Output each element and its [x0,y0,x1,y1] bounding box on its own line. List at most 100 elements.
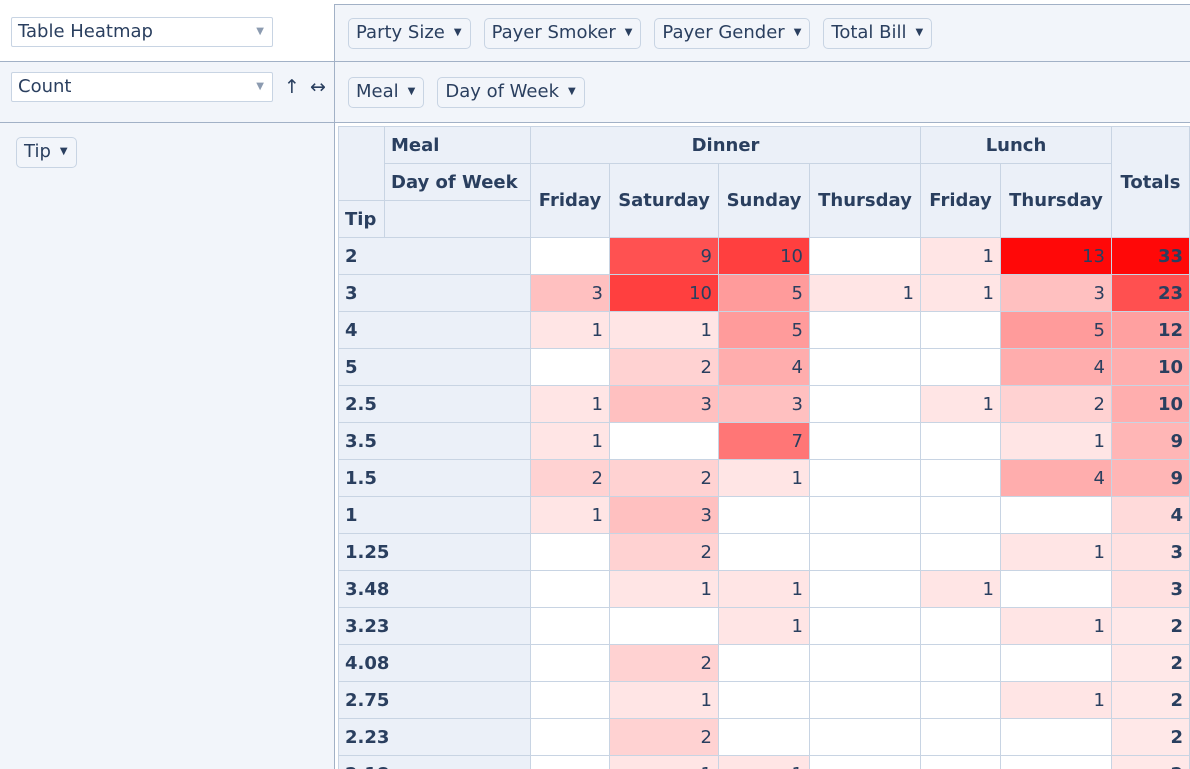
table-cell: 3 [1000,274,1112,312]
row-attributes-area: Tip ▼ [0,122,335,769]
table-cell: 3 [718,385,810,423]
caret-down-icon[interactable]: ▼ [568,86,576,97]
col-attr-label-day-of-week: Day of Week [384,163,531,201]
caret-down-icon[interactable]: ▼ [453,27,462,38]
row-key: 1.25 [338,533,531,571]
caret-down-icon[interactable]: ▼ [407,86,416,97]
table-cell [718,644,810,682]
row-total-cell: 2 [1111,755,1190,769]
attribute-pill-label: Payer Gender [662,22,785,43]
row-total-cell: 33 [1111,237,1190,275]
totals-column-header: Totals [1111,126,1190,238]
table-cell: 1 [530,422,610,460]
table-cell [1000,570,1112,608]
table-cell [1000,718,1112,756]
table-cell [1000,755,1112,769]
table-row: 4.08 2 2 [338,644,1190,682]
table-cell [609,422,719,460]
row-key: 4.08 [338,644,531,682]
table-cell: 2 [530,459,610,497]
col-key-dinner: Dinner [530,126,921,164]
row-attributes-list: Tip ▼ [16,137,90,168]
row-key: 4 [338,311,531,349]
table-cell [920,718,1001,756]
table-cell [920,755,1001,769]
header-row-day: Day of Week Friday Saturday Sunday Thursday F… [339,163,1190,238]
attribute-pill-label: Total Bill [831,22,907,43]
col-key-saturday: Saturday [609,163,719,238]
column-attributes-list: Meal ▼ Day of Week ▼ [348,77,598,108]
table-cell [809,496,921,534]
table-cell [1000,496,1112,534]
table-cell [718,681,810,719]
chevron-down-icon: ▼ [256,26,264,37]
table-cell: 4 [1000,348,1112,386]
table-row: 2 9 10 1 13 33 [338,237,1190,275]
attribute-pill-label: Party Size [356,22,445,43]
table-cell [920,348,1001,386]
renderer-select[interactable]: Table Heatmap ▼ [11,17,273,47]
table-cell: 7 [718,422,810,460]
table-cell [920,311,1001,349]
table-cell [718,496,810,534]
table-cell: 1 [809,274,921,312]
table-cell [530,570,610,608]
caret-down-icon[interactable]: ▼ [915,27,924,38]
table-cell: 1 [609,570,719,608]
corner-cell [338,126,385,201]
row-total-cell: 10 [1111,385,1190,423]
table-cell [809,755,921,769]
row-total-cell: 9 [1111,459,1190,497]
table-row: 3 3 10 5 1 1 3 23 [338,274,1190,312]
table-row: 2.18 11 2 [338,755,1190,769]
row-total-cell: 3 [1111,570,1190,608]
sort-controls: ↑ ↔ [284,76,330,98]
table-cell: 4 [1000,459,1112,497]
row-total-cell: 12 [1111,311,1190,349]
attribute-pill-label: Day of Week [445,81,559,102]
table-cell [920,644,1001,682]
row-key: 2 [338,237,531,275]
aggregator-select[interactable]: Count ▼ [11,72,273,102]
attribute-pill-payer-smoker[interactable]: Payer Smoker ▼ [483,18,642,49]
table-cell: 3 [609,385,719,423]
header-row-row-attrs: Tip [338,200,1190,238]
table-cell [809,237,921,275]
row-key: 3.5 [338,422,531,460]
table-row: 2.23 2 2 [338,718,1190,756]
col-key-thursday: Thursday [809,163,921,238]
attribute-pill-party-size[interactable]: Party Size ▼ [348,18,471,49]
table-row: 2.75 1 1 2 [338,681,1190,719]
table-cell: 13 [1000,237,1112,275]
table-cell: 1 [1000,533,1112,571]
table-cell [809,385,921,423]
row-total-cell: 9 [1111,422,1190,460]
attribute-pill-total-bill[interactable]: Total Bill ▼ [823,18,933,49]
attribute-pill-tip[interactable]: Tip ▼ [16,137,77,168]
table-cell [530,681,610,719]
table-cell: 2 [1000,385,1112,423]
row-key: 3.48 [338,570,531,608]
table-cell: 1 [920,237,1001,275]
table-cell [530,607,610,645]
row-attr-label-tip: Tip [338,200,385,238]
table-cell [920,496,1001,534]
attribute-pill-label: Tip [24,141,51,162]
caret-down-icon[interactable]: ▼ [59,146,68,157]
table-cell: 3 [609,496,719,534]
attribute-pill-meal[interactable]: Meal ▼ [348,77,425,108]
caret-down-icon[interactable]: ▼ [793,27,802,38]
row-order-arrow-icon[interactable]: ↑ [284,76,300,98]
attribute-pill-day-of-week[interactable]: Day of Week ▼ [437,77,585,108]
col-order-arrow-icon[interactable]: ↔ [309,76,326,98]
table-cell [809,607,921,645]
col-attr-label-meal: Meal [384,126,531,164]
table-cell: 1 [920,274,1001,312]
table-row: 3.48 1 1 1 3 [338,570,1190,608]
unused-attributes-list: Party Size ▼ Payer Smoker ▼ Payer Gender ▼ Tot… [348,18,945,49]
attribute-pill-payer-gender[interactable]: Payer Gender ▼ [654,18,811,49]
table-cell: 1 [718,607,810,645]
caret-down-icon[interactable]: ▼ [624,27,633,38]
table-cell: 5 [718,274,810,312]
